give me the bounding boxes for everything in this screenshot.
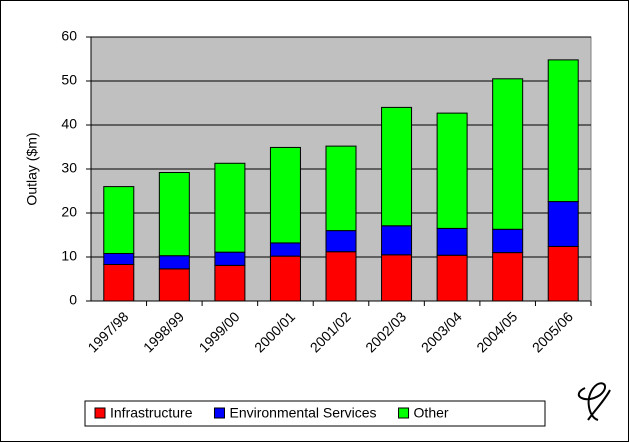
bar-segment — [436, 254, 468, 302]
legend-swatch — [398, 407, 410, 419]
y-tick-label: 10 — [61, 248, 77, 264]
bar-segment — [103, 252, 135, 265]
bar-segment — [325, 230, 357, 253]
y-tick-label: 60 — [61, 28, 77, 44]
bar-segment — [103, 186, 135, 254]
y-tick-label: 0 — [69, 292, 77, 308]
bar-segment — [158, 172, 190, 257]
bar-segment — [436, 112, 468, 229]
bar-segment — [158, 268, 190, 302]
bar-segment — [269, 242, 301, 257]
bar-segment — [381, 106, 413, 227]
bar-segment — [214, 162, 246, 253]
bar-segment — [269, 255, 301, 302]
bar-segment — [269, 146, 301, 244]
y-tick-label: 30 — [61, 160, 77, 176]
bar-segment — [547, 201, 579, 247]
logo — [577, 382, 611, 421]
bar-segment — [492, 78, 524, 230]
legend-label: Infrastructure — [110, 405, 193, 421]
legend-label: Environmental Services — [229, 405, 376, 421]
legend-label: Other — [414, 405, 449, 421]
y-tick-label: 50 — [61, 72, 77, 88]
bar-segment — [547, 245, 579, 302]
bar-segment — [325, 251, 357, 302]
bar-segment — [325, 145, 357, 232]
bar-segment — [492, 228, 524, 254]
bar-segment — [158, 255, 190, 270]
bar-segment — [103, 263, 135, 302]
y-axis-label: Outlay ($m) — [24, 132, 40, 205]
bar-segment — [492, 252, 524, 302]
y-tick-label: 40 — [61, 116, 77, 132]
bar-segment — [381, 254, 413, 302]
legend-swatch — [213, 407, 225, 419]
bar-segment — [214, 264, 246, 302]
bar-segment — [214, 251, 246, 266]
bar-segment — [436, 227, 468, 256]
legend — [84, 400, 546, 427]
legend-swatch — [94, 407, 106, 419]
bar-segment — [381, 225, 413, 256]
y-tick-label: 20 — [61, 204, 77, 220]
bar-segment — [547, 59, 579, 203]
